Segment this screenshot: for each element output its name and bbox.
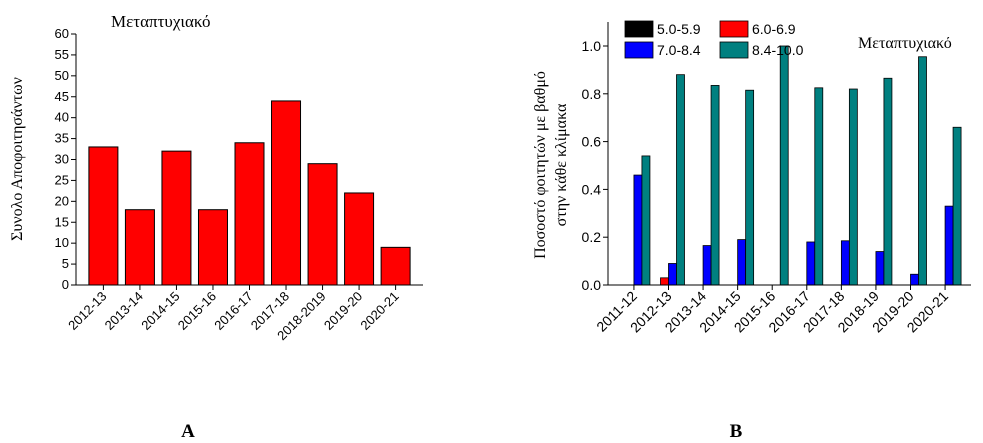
chart-b-y-tick-label: 0.8 bbox=[582, 86, 602, 102]
chart-a-x-tick-label: 2020-21 bbox=[357, 289, 401, 333]
chart-a-bar-2012-13 bbox=[88, 146, 119, 286]
chart-a-x-tick-label: 2014-15 bbox=[138, 289, 182, 333]
chart-a-x-tick-label: 2013-14 bbox=[102, 289, 146, 333]
chart-b-bar-8.4-10.0-2015-16 bbox=[779, 45, 789, 286]
chart-a-y-tick-label: 45 bbox=[55, 89, 69, 104]
chart-b-bar-7.0-8.4-2014-15 bbox=[737, 239, 747, 286]
chart-a-bars bbox=[88, 100, 411, 286]
chart-b-bar-7.0-8.4-2012-13 bbox=[668, 263, 677, 286]
chart-b-x-ticks: 2011-122012-132013-142014-152015-162016-… bbox=[593, 285, 951, 335]
chart-a-y-tick-label: 60 bbox=[55, 26, 69, 41]
chart-b-legend-swatch-8.4-10.0 bbox=[719, 41, 749, 59]
chart-b-bar-7.0-8.4-2016-17 bbox=[806, 241, 816, 286]
chart-a-y-ticks: 0 5 10 15 20 25 30 35 40 45 50 55 60 bbox=[55, 26, 76, 292]
chart-b-legend-label-8.4-10.0: 8.4-10.0 bbox=[752, 42, 804, 58]
chart-a-bar-2013-14 bbox=[124, 209, 155, 286]
chart-a-bar-2016-17 bbox=[234, 142, 265, 286]
chart-b-bar-7.0-8.4-2019-20 bbox=[910, 273, 919, 286]
chart-b-bar-8.4-10.0-2018-19 bbox=[883, 77, 893, 286]
panel-label-a: A bbox=[181, 421, 195, 442]
chart-b-legend: 5.0-5.9 6.0-6.9 7.0-8.4 8.4-10.0 bbox=[624, 20, 804, 59]
chart-b-y-tick-label: 0.0 bbox=[582, 277, 602, 293]
chart-b-y-axis-label-line-2: στην κάθε κλίμακα bbox=[553, 103, 570, 226]
chart-a-y-tick-label: 35 bbox=[55, 131, 69, 146]
chart-a-bar-2017-18 bbox=[271, 100, 302, 286]
chart-b-legend-swatch-6.0-6.9 bbox=[719, 20, 749, 38]
chart-a-y-axis-label: Συνολο Αποφοιτησάντων bbox=[9, 77, 26, 241]
chart-b-y-tick-label: 0.6 bbox=[582, 134, 602, 150]
chart-b-bar-7.0-8.4-2017-18 bbox=[840, 240, 850, 286]
chart-a-y-tick-label: 40 bbox=[55, 110, 69, 125]
chart-b-legend-label-6.0-6.9: 6.0-6.9 bbox=[752, 21, 796, 37]
chart-b-legend-swatch-7.0-8.4 bbox=[624, 41, 654, 59]
chart-a-y-tick-label: 30 bbox=[55, 152, 69, 167]
chart-a-x-tick-label: 2019-20 bbox=[321, 289, 365, 333]
panel-label-b: B bbox=[730, 421, 743, 442]
chart-a-y-tick-label: 10 bbox=[55, 235, 69, 250]
chart-a-x-tick-label: 2016-17 bbox=[211, 289, 255, 333]
chart-a-y-tick-label: 15 bbox=[55, 214, 69, 229]
chart-b-bar-8.4-10.0-2013-14 bbox=[710, 85, 720, 286]
chart-b-bar-7.0-8.4-2013-14 bbox=[702, 245, 712, 286]
chart-a-bar-2018-2019 bbox=[307, 163, 338, 286]
chart-b-legend-label-5.0-5.9: 5.0-5.9 bbox=[657, 21, 701, 37]
chart-b-bar-7.0-8.4-2018-19 bbox=[875, 251, 885, 286]
chart-b-y-tick-label: 0.4 bbox=[582, 181, 602, 197]
chart-b-bar-8.4-10.0-2017-18 bbox=[848, 88, 858, 286]
chart-b-bar-8.4-10.0-2012-13 bbox=[676, 74, 685, 286]
chart-b-bar-8.4-10.0-2019-20 bbox=[918, 56, 927, 286]
chart-a-y-tick-label: 50 bbox=[55, 68, 69, 83]
chart-a-y-tick-label: 25 bbox=[55, 172, 69, 187]
chart-a-x-tick-label: 2015-16 bbox=[175, 289, 219, 333]
chart-a-y-tick-label: 5 bbox=[62, 256, 69, 271]
chart-a-y-tick-label: 20 bbox=[55, 193, 69, 208]
chart-b-bar-8.4-10.0-2014-15 bbox=[745, 89, 755, 286]
chart-b-bar-7.0-8.4-2011-12 bbox=[633, 174, 643, 286]
chart-b-bar-7.0-8.4-2020-21 bbox=[944, 205, 954, 286]
chart-b-bar-8.4-10.0-2011-12 bbox=[641, 155, 651, 286]
chart-a-bar-2014-15 bbox=[161, 150, 192, 286]
chart-b-legend-label-7.0-8.4: 7.0-8.4 bbox=[657, 42, 701, 58]
chart-b-y-ticks: 0.0 0.2 0.4 0.6 0.8 1.0 bbox=[582, 38, 608, 293]
chart-a-x-ticks: 2012-132013-142014-152015-162016-172017-… bbox=[65, 285, 402, 343]
chart-b-bar-8.4-10.0-2016-17 bbox=[814, 87, 824, 286]
chart-b: Μεταπτυχιακό Ποσοστό φοιτητών με βαθμό σ… bbox=[532, 20, 971, 335]
chart-b-y-axis-label-line-1: Ποσοστό φοιτητών με βαθμό bbox=[532, 71, 549, 259]
chart-b-bar-6.0-6.9-2012-13 bbox=[660, 277, 669, 286]
chart-a-title: Μεταπτυχιακό bbox=[111, 12, 211, 31]
chart-b-title: Μεταπτυχιακό bbox=[858, 35, 952, 52]
chart-b-bar-8.4-10.0-2020-21 bbox=[952, 126, 962, 286]
chart-a-bar-2015-16 bbox=[197, 209, 228, 286]
chart-b-y-tick-label: 1.0 bbox=[582, 38, 602, 54]
chart-b-y-tick-label: 0.2 bbox=[582, 229, 602, 245]
chart-a-bar-2020-21 bbox=[380, 246, 411, 286]
chart-b-axes bbox=[607, 22, 971, 286]
chart-a-x-tick-label: 2012-13 bbox=[65, 289, 109, 333]
chart-a-bar-2019-20 bbox=[344, 192, 375, 286]
chart-b-legend-swatch-5.0-5.9 bbox=[624, 20, 654, 38]
chart-a-y-tick-label: 0 bbox=[62, 277, 69, 292]
chart-a: Μεταπτυχιακό Συνολο Αποφοιτησάντων 0 5 10 1… bbox=[9, 12, 423, 343]
chart-b-bars bbox=[633, 45, 962, 286]
chart-a-y-tick-label: 55 bbox=[55, 47, 69, 62]
